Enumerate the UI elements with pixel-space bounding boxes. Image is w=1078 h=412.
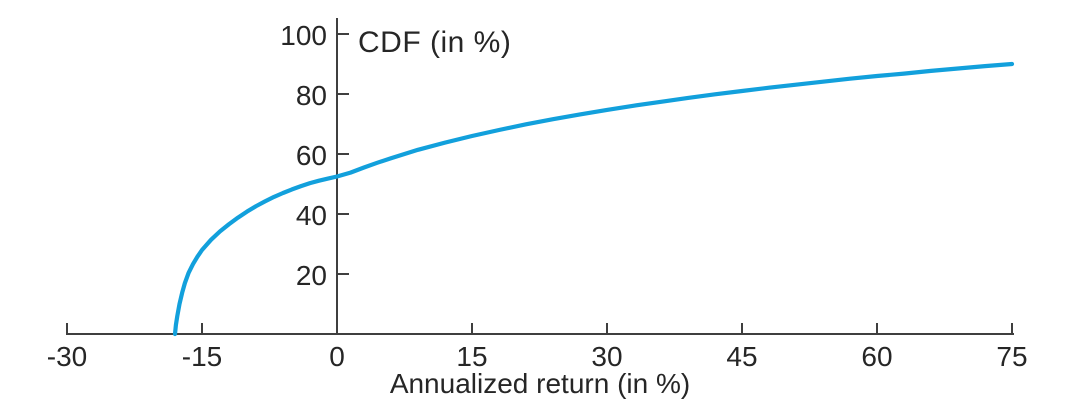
x-tick-label: 30 bbox=[591, 341, 623, 372]
chart-title: CDF (in %) bbox=[358, 26, 512, 59]
y-tick-label: 80 bbox=[295, 80, 327, 111]
x-tick-label: 45 bbox=[726, 341, 758, 372]
cdf-curve bbox=[172, 61, 1015, 337]
x-tick-label: 15 bbox=[456, 341, 488, 372]
x-tick-label: -15 bbox=[181, 341, 223, 372]
y-tick-label: 20 bbox=[295, 260, 327, 291]
axes-group bbox=[66, 18, 1014, 335]
x-tick-label: 0 bbox=[329, 341, 345, 372]
x-tick-label: 60 bbox=[861, 341, 893, 372]
x-tick-label: -30 bbox=[46, 341, 88, 372]
y-tick-label: 60 bbox=[295, 140, 327, 171]
x-axis-label: Annualized return (in %) bbox=[389, 368, 691, 399]
y-tick-label: 100 bbox=[280, 20, 327, 51]
x-tick-label: 75 bbox=[996, 341, 1028, 372]
y-tick-label: 40 bbox=[295, 200, 327, 231]
